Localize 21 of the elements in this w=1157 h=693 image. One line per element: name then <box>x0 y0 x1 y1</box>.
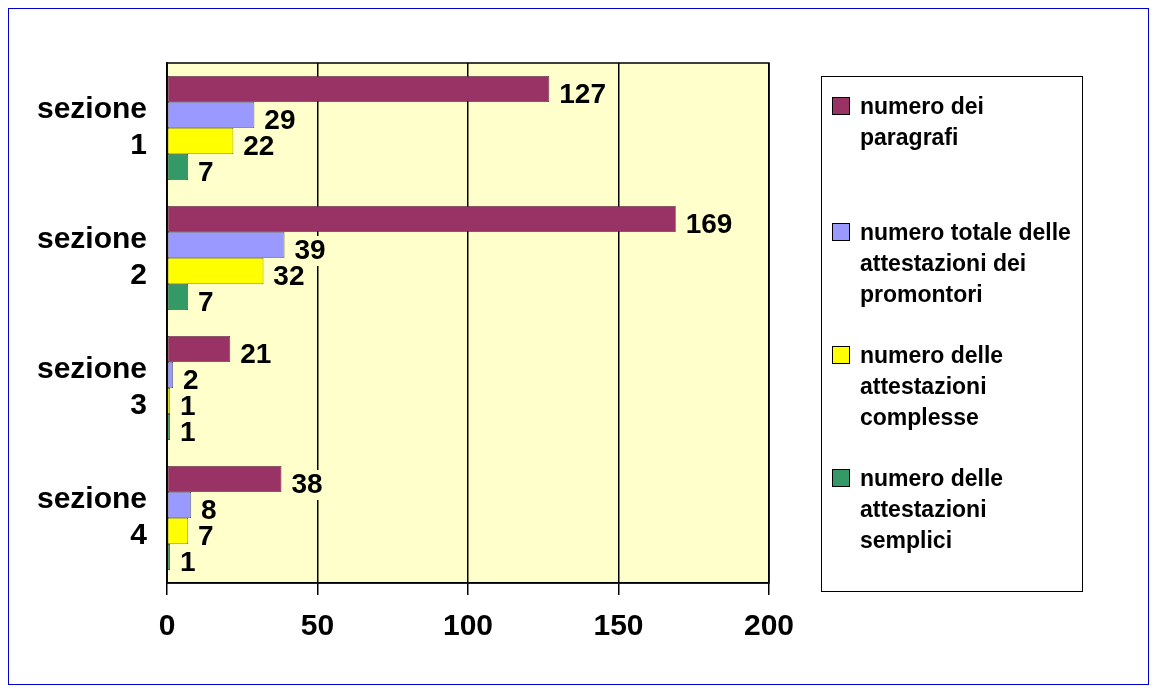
data-label: 39 <box>294 233 326 265</box>
data-label: 169 <box>685 207 733 239</box>
legend-label: numero totale delle attestazioni dei promontori <box>860 218 1072 309</box>
y-tick-label: sezione 3 <box>36 351 148 421</box>
x-tick-label: 0 <box>158 608 176 642</box>
data-label: 7 <box>198 285 214 317</box>
data-label: 38 <box>291 467 323 499</box>
legend-label: numero delle attestazioni semplici <box>860 464 1005 555</box>
x-tick-label: 50 <box>300 608 335 642</box>
y-tick-label: sezione 1 <box>36 91 148 161</box>
data-label: 21 <box>240 337 272 369</box>
y-tick-label: sezione 2 <box>36 221 148 291</box>
x-tick-label: 150 <box>593 608 644 642</box>
legend-label: numero dei paragrafi <box>860 92 985 152</box>
legend-label: numero delle attestazioni complesse <box>860 341 1005 432</box>
y-tick-label: sezione 4 <box>36 481 148 551</box>
data-label: 127 <box>559 77 606 109</box>
data-label: 7 <box>198 155 214 187</box>
data-label: 1 <box>180 545 196 577</box>
x-tick-label: 200 <box>743 608 795 642</box>
x-tick-label: 100 <box>442 608 494 642</box>
